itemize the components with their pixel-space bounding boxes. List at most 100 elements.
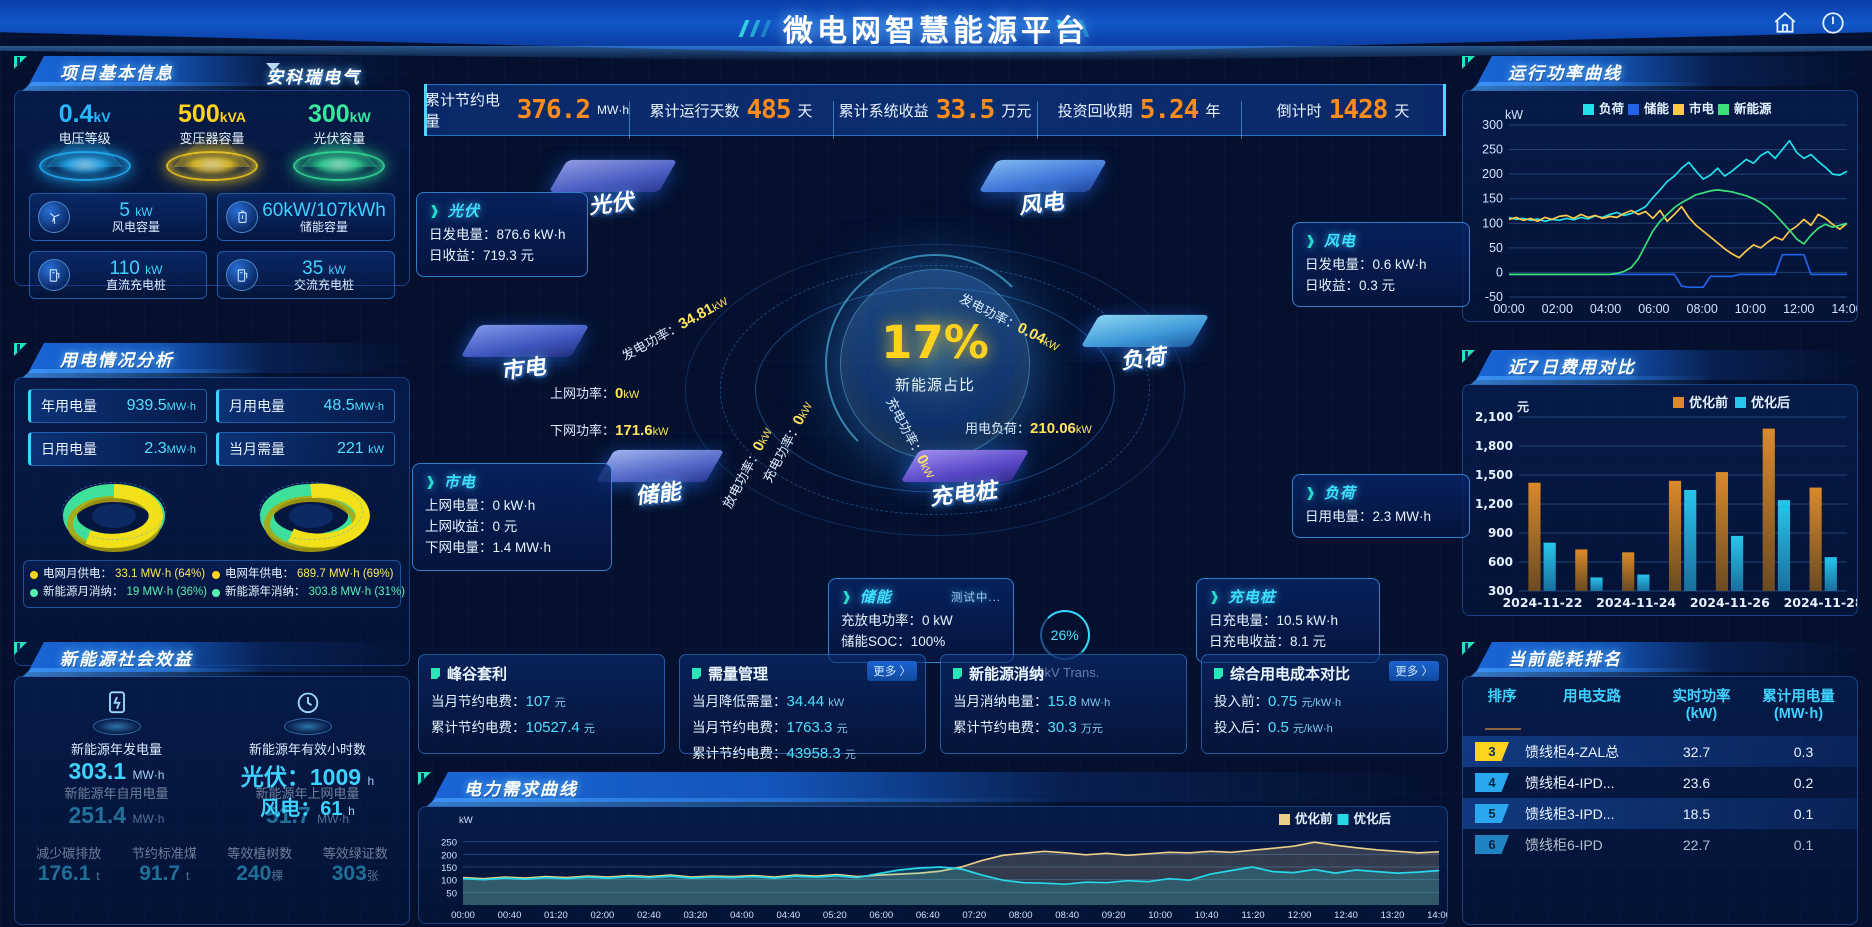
svg-text:01:20: 01:20 <box>544 910 568 921</box>
kpi-unit: 年 <box>1205 102 1221 120</box>
node-storage[interactable]: 储能 <box>595 440 725 510</box>
table-row[interactable]: 4 馈线柜4-IPD... 23.6 0.2 <box>1463 767 1857 798</box>
card-title: 综合用电成本对比 <box>1230 666 1351 683</box>
kv-month-demand: 当月需量 221 kW <box>216 432 395 466</box>
benefit-value: 51.7 <box>265 802 311 828</box>
svg-text:02:00: 02:00 <box>591 910 615 921</box>
charger-icon <box>38 259 70 292</box>
capacity-disc <box>165 151 258 182</box>
col-energy: 累计用电量 (MW·h) <box>1762 689 1835 722</box>
panel-title: 电力需求曲线 <box>464 780 578 800</box>
renewable-percent: 17% <box>881 315 989 369</box>
benefit-value: 176.1 <box>37 862 91 885</box>
transformer-percent: 26% <box>1039 610 1090 660</box>
panel-corner-icon <box>1462 642 1478 658</box>
card-peak-valley-arbitrage: 峰谷套利 当月节约电费：107 元 累计节约电费：10527.4 元 <box>418 654 665 754</box>
benefit-label: 减少碳排放 <box>36 846 102 861</box>
info-box-wind-capacity: 5 kW 风电容量 <box>29 193 207 242</box>
svg-text:优化后: 优化后 <box>1751 395 1790 411</box>
svg-text:150: 150 <box>1482 192 1503 206</box>
card-marker-icon <box>953 668 962 679</box>
col-power: 实时功率 (kW) <box>1672 689 1731 722</box>
node-grid[interactable]: 市电 <box>460 315 590 385</box>
kv-label: 当月需量 <box>229 441 285 457</box>
more-button[interactable]: 更多 〉 <box>1389 661 1439 681</box>
infobox-row: 日充电收益：8.1 元 <box>1209 633 1327 649</box>
svg-text:14:00: 14:00 <box>1427 910 1447 921</box>
card-title: 峰谷套利 <box>447 666 508 683</box>
svg-text:2024-11-28: 2024-11-28 <box>1784 595 1857 610</box>
info-value: 5 <box>119 199 130 221</box>
panel-project-info: 项目基本信息 安科瑞电气 0.4kV 电压等级 500kVA 变压器容量 300… <box>14 56 410 300</box>
flow-label-import-power: 下网功率：171.6kW <box>550 422 669 439</box>
cumulative-energy: 0.2 <box>1793 774 1814 791</box>
panel-usage-analysis: 用电情况分析 年用电量 939.5MW·h 月用电量 48.5MW·h 日用电量 2.… <box>14 343 410 666</box>
panel-corner-icon <box>14 642 30 658</box>
svg-text:负荷: 负荷 <box>1599 101 1625 116</box>
kpi-unit: 天 <box>797 102 813 120</box>
legend-value: 33.1 MW·h (64%) <box>115 568 206 580</box>
capacity-card: 0.4kV 电压等级 <box>31 100 139 182</box>
panel-title: 运行功率曲线 <box>1508 64 1622 84</box>
benefit-value: 91.7 <box>139 862 181 885</box>
panel-power-curve: 运行功率曲线 300 250 200 150 100 50 0 -50 00:00 02:00 04… <box>1462 56 1863 322</box>
arrow-icon: ❱ <box>1305 232 1317 248</box>
kv-unit: MW·h <box>354 401 384 413</box>
svg-text:00:40: 00:40 <box>498 910 522 921</box>
donut-month-supply <box>54 476 174 558</box>
infobox-title: 储能 <box>859 589 892 606</box>
svg-text:06:00: 06:00 <box>1638 302 1669 316</box>
benefit-unit: MW·h <box>317 812 350 826</box>
col-rank: 排序 <box>1487 689 1517 705</box>
legend-label: 电网年供电： <box>225 568 294 580</box>
svg-text:13:20: 13:20 <box>1381 910 1405 921</box>
kpi-item: 投资回收期 5.24 年 <box>1037 95 1241 139</box>
table-row[interactable]: 6 馈线柜6-IPD 22.7 0.1 <box>1463 829 1857 860</box>
card-marker-icon <box>692 668 701 679</box>
svg-text:优化前: 优化前 <box>1295 811 1333 826</box>
capacity-value: 0.4 <box>58 100 94 128</box>
more-button[interactable]: 更多 〉 <box>867 661 917 681</box>
info-label: 直流充电桩 <box>105 278 166 293</box>
flow-label-load-power: 用电负荷：210.06kW <box>965 420 1092 437</box>
table-row[interactable]: 5 馈线柜3-IPD... 18.5 0.1 <box>1463 798 1857 829</box>
wind-turbine-icon <box>38 201 70 234</box>
capacity-card: 300kW 光伏容量 <box>285 101 393 182</box>
kpi-value: 5.24 <box>1139 95 1200 125</box>
node-wind[interactable]: 风电 <box>978 150 1108 220</box>
infobox-row: 日收益：719.3 元 <box>429 247 535 263</box>
svg-text:200: 200 <box>1482 167 1503 181</box>
home-icon[interactable] <box>1772 10 1798 41</box>
card-renewable-consumption: 新能源消纳 当月消纳电量：15.8 MW·h 累计节约电费：30.3 万元 <box>940 654 1187 754</box>
benefit-unit-2: h <box>348 804 355 818</box>
svg-text:900: 900 <box>1488 526 1513 540</box>
kpi-unit: 万元 <box>1001 102 1032 120</box>
project-selector[interactable]: 安科瑞电气 <box>220 60 392 88</box>
svg-text:1,800: 1,800 <box>1475 439 1513 453</box>
kv-month-usage: 月用电量 48.5MW·h <box>216 389 395 423</box>
benefit-value: 240 <box>236 862 272 885</box>
infobox-row: 充放电功率：0 kW <box>841 613 953 628</box>
charger-icon <box>226 259 258 292</box>
node-load[interactable]: 负荷 <box>1080 305 1210 375</box>
power-icon[interactable] <box>1820 10 1846 41</box>
svg-text:04:00: 04:00 <box>1590 302 1621 316</box>
capacity-label: 电压等级 <box>58 131 111 147</box>
kpi-value: 376.2 <box>516 95 591 125</box>
kpi-unit: 天 <box>1394 102 1410 120</box>
page-title: 微电网智慧能源平台 <box>783 14 1089 49</box>
panel-corner-icon <box>1462 350 1478 366</box>
svg-text:00:00: 00:00 <box>1493 302 1524 316</box>
benefit-value: 光伏：1009 <box>240 764 362 790</box>
benefit-label: 等效植树数 <box>227 846 293 861</box>
panel-title: 项目基本信息 <box>60 64 174 84</box>
infobox-title: 风电 <box>1323 233 1356 250</box>
donut-year-supply <box>251 476 371 558</box>
benefit-label: 新能源年上网电量 <box>255 786 360 801</box>
svg-text:10:00: 10:00 <box>1735 302 1766 316</box>
svg-text:2024-11-26: 2024-11-26 <box>1690 595 1770 610</box>
panel-title: 近7日费用对比 <box>1508 358 1636 378</box>
infobox-row: 日收益：0.3 元 <box>1305 277 1396 293</box>
table-row[interactable]: 3 馈线柜4-ZAL总 32.7 0.3 <box>1463 736 1857 767</box>
kv-unit: MW·h <box>166 444 196 456</box>
